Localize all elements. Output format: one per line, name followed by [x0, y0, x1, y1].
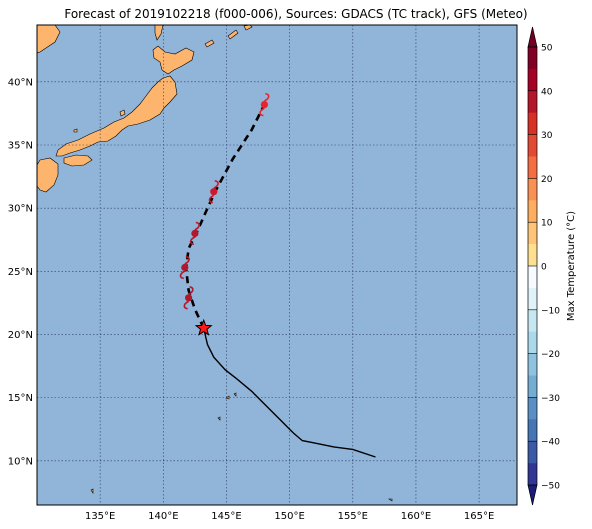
colorbar-tick-label: 50: [541, 44, 553, 54]
colorbar-max-extend: [527, 26, 538, 48]
land-islet-5: [388, 498, 393, 502]
colorbar-band: [528, 309, 537, 332]
colorbar-band: [528, 90, 537, 113]
lon-tick-label: 145°E: [211, 511, 241, 522]
map-frame: [36, 24, 518, 506]
observed-track-line: [203, 328, 376, 458]
land-sakhalin: [154, 25, 164, 41]
colorbar-tick-label: 0: [541, 263, 547, 273]
lat-tick-label: 30°N: [8, 204, 33, 215]
colorbar-tick-label: −10: [541, 306, 560, 316]
colorbar-band: [528, 353, 537, 376]
longitude-tick-labels: 135°E 140°E 145°E 150°E 155°E 160°E 165°E: [85, 511, 494, 522]
colorbar-tick-label: −50: [541, 482, 560, 492]
colorbar-band: [528, 419, 537, 442]
colorbar-label: Max Temperature (°C): [566, 211, 577, 321]
lon-tick-label: 160°E: [401, 511, 431, 522]
map-panel: [36, 24, 518, 506]
land-islet-2: [233, 392, 237, 397]
lon-tick-label: 155°E: [338, 511, 368, 522]
lat-tick-label: 35°N: [8, 141, 33, 152]
land-kyushu: [37, 157, 59, 193]
lon-tick-label: 135°E: [85, 511, 115, 522]
colorbar-band: [528, 156, 537, 179]
colorbar-band: [528, 397, 537, 420]
land-sado: [119, 109, 126, 117]
colorbar-tick-label: −20: [541, 350, 560, 360]
colorbar-band: [528, 47, 537, 70]
land-oki: [73, 128, 78, 133]
colorbar: 50 40 30 20 10 0 −10 −20 −30 −40 −50: [527, 26, 560, 506]
lat-tick-label: 10°N: [8, 456, 33, 467]
lon-tick-label: 165°E: [464, 511, 494, 522]
latitude-tick-labels: 10°N 15°N 20°N 25°N 30°N 35°N 40°N: [8, 77, 33, 467]
land-kuril-1: [204, 39, 215, 48]
map-title: Forecast of 2019102218 (f000-006), Sourc…: [64, 7, 528, 21]
colorbar-band: [528, 287, 537, 311]
colorbar-tick-label: 20: [541, 175, 553, 185]
colorbar-tick-label: 40: [541, 87, 553, 97]
cyclone-icon: [208, 179, 219, 204]
cyclone-icon: [179, 255, 190, 280]
lat-tick-label: 40°N: [8, 77, 33, 88]
colorbar-band: [528, 244, 537, 267]
land-shikoku: [63, 154, 93, 167]
colorbar-band: [528, 266, 537, 289]
colorbar-band: [528, 375, 537, 398]
current-position-star-icon: [194, 318, 213, 336]
colorbar-band: [528, 331, 537, 354]
colorbar-band: [528, 68, 537, 92]
lat-tick-label: 20°N: [8, 330, 33, 341]
lon-tick-label: 140°E: [148, 511, 178, 522]
land-islet-3: [217, 416, 221, 421]
graticule: [37, 25, 517, 505]
colorbar-tick-label: 10: [541, 219, 553, 229]
colorbar-tick-label: 30: [541, 131, 553, 141]
land-masses: [37, 25, 393, 502]
colorbar-min-extend: [527, 484, 538, 506]
ocean-area: [37, 25, 517, 505]
colorbar-band: [528, 222, 537, 245]
colorbar-band: [528, 463, 537, 486]
colorbar-tick-label: −30: [541, 394, 560, 404]
lat-tick-label: 15°N: [8, 393, 33, 404]
cyclone-icon: [189, 221, 200, 246]
colorbar-band: [528, 112, 537, 135]
colorbar-band: [528, 441, 537, 464]
lat-tick-label: 25°N: [8, 267, 33, 278]
colorbar-band: [528, 178, 537, 201]
colorbar-band: [528, 200, 537, 223]
land-kuril-2: [227, 29, 239, 40]
cyclone-track: [179, 92, 376, 458]
lon-tick-label: 150°E: [274, 511, 304, 522]
colorbar-band: [528, 134, 537, 157]
land-islet-4: [90, 488, 94, 494]
cyclone-icon: [183, 286, 194, 310]
colorbar-tick-label: −40: [541, 438, 560, 448]
cyclone-icon: [259, 92, 270, 117]
